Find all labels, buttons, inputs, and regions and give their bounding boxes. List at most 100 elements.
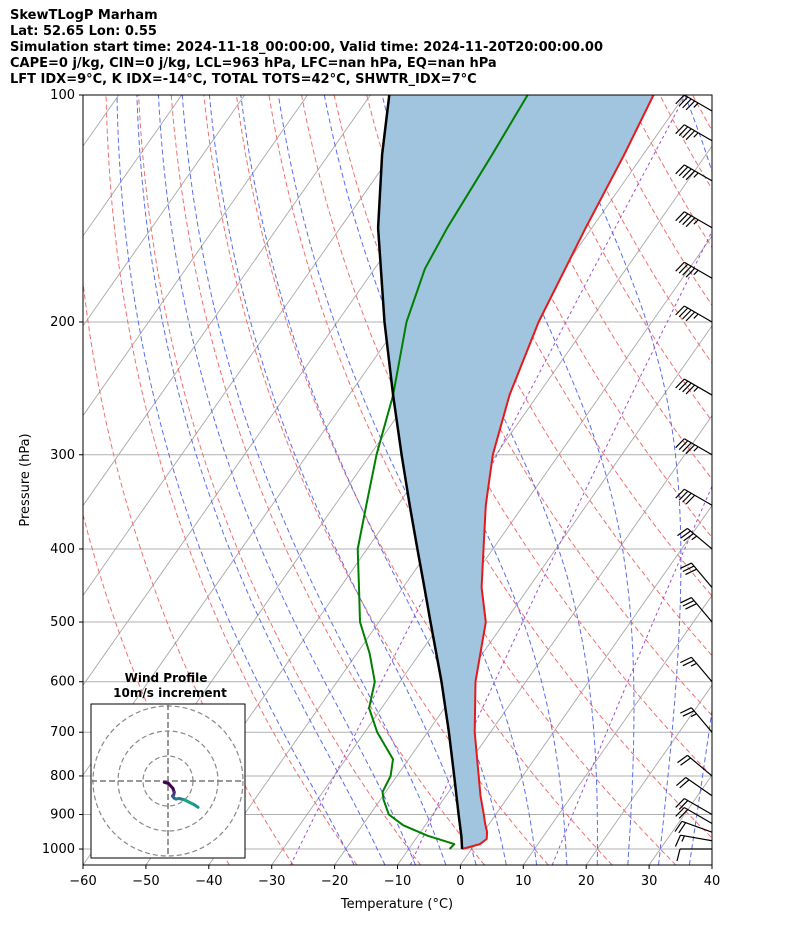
barb-feather — [674, 820, 683, 832]
barb-feather — [682, 98, 692, 109]
y-axis-label: Pressure (hPa) — [18, 433, 33, 526]
barb-feather — [675, 164, 685, 175]
y-tick-label: 1000 — [42, 842, 75, 857]
barb-feather — [685, 130, 696, 141]
barb-feather — [675, 807, 685, 817]
dry-adiabat — [398, 95, 712, 657]
wind-barb — [680, 707, 713, 733]
wind-barb — [675, 798, 713, 816]
moist-adiabat — [116, 95, 355, 865]
barb-feather — [675, 305, 685, 316]
wind-barb — [676, 848, 712, 862]
barb-feather — [680, 596, 692, 604]
isotherm — [83, 95, 183, 237]
wind-barb — [677, 527, 713, 550]
barb-feather — [685, 384, 696, 395]
x-axis-label: Temperature (°C) — [340, 897, 453, 912]
x-tick-label: −10 — [384, 874, 411, 889]
barb-feather — [685, 444, 696, 455]
hodograph-title: Wind Profile — [125, 671, 208, 685]
wind-barb — [675, 378, 713, 396]
barb-half-feather — [693, 132, 699, 138]
dry-adiabat — [83, 512, 230, 865]
barb-feather — [678, 126, 689, 137]
barb-feather — [682, 215, 692, 226]
isotherm — [585, 684, 712, 865]
wind-barb — [675, 211, 713, 229]
x-tick-label: 40 — [704, 874, 721, 889]
indices-text-2: LFT IDX=9°C, K IDX=-14°C, TOTAL TOTS=42°… — [10, 72, 477, 87]
y-tick-label: 600 — [50, 675, 75, 690]
barb-feather — [678, 440, 689, 451]
barb-feather — [685, 217, 696, 228]
isotherm — [83, 95, 434, 597]
barb-half-feather — [693, 269, 699, 276]
barb-feather — [676, 776, 687, 787]
barb-half-feather — [691, 535, 698, 541]
barb-shaft — [690, 707, 713, 733]
dry-adiabat — [626, 95, 712, 249]
wind-barb — [674, 834, 713, 847]
barb-feather — [679, 779, 690, 789]
barb-feather — [683, 533, 694, 542]
wind-barb — [675, 488, 713, 506]
wind-barb — [675, 806, 713, 825]
chart-header: SkewTLogP Marham Lat: 52.65 Lon: 0.55 Si… — [10, 8, 603, 88]
isotherm — [83, 95, 245, 327]
dry-adiabat — [790, 95, 794, 865]
barb-feather — [678, 96, 689, 107]
barb-half-feather — [693, 102, 699, 108]
barb-feather — [685, 603, 697, 610]
wind-barb — [675, 164, 713, 182]
barb-feather — [675, 211, 685, 222]
isotherm — [711, 864, 712, 865]
hodograph-rings — [91, 704, 245, 858]
barb-feather — [678, 166, 689, 177]
barb-feather — [682, 600, 695, 607]
barb-shaft — [685, 776, 713, 797]
dry-adiabat — [758, 95, 794, 865]
barb-feather — [680, 656, 692, 664]
barb-feather — [682, 565, 695, 573]
barb-feather — [675, 261, 685, 272]
barb-half-feather — [681, 835, 685, 842]
dry-adiabat — [138, 95, 422, 865]
barb-feather — [678, 307, 689, 318]
dry-adiabat — [83, 277, 294, 865]
barb-feather — [678, 809, 689, 819]
chart-title: SkewTLogP Marham — [10, 8, 158, 23]
mixing-ratio-line — [409, 230, 712, 865]
barb-feather — [677, 527, 688, 537]
barb-half-feather — [690, 713, 697, 718]
wind-barb — [676, 776, 713, 797]
dry-adiabat — [268, 95, 677, 865]
x-tick-label: 30 — [641, 874, 658, 889]
cape-cin-shading — [378, 95, 654, 849]
wind-barb — [680, 656, 713, 683]
location-text: Lat: 52.65 Lon: 0.55 — [10, 24, 157, 39]
y-tick-label: 300 — [50, 448, 75, 463]
barb-feather — [682, 265, 692, 276]
dry-adiabat — [659, 95, 712, 190]
x-tick-label: 10 — [515, 874, 532, 889]
barb-feather — [680, 757, 691, 766]
temperature-line — [461, 95, 655, 850]
isotherm — [83, 95, 371, 507]
moist-adiabat — [136, 95, 386, 865]
barb-shaft — [681, 820, 713, 833]
barb-half-feather — [693, 446, 699, 452]
x-tick-label: −50 — [132, 874, 159, 889]
barb-feather — [685, 568, 697, 576]
barb-feather — [678, 822, 687, 834]
barb-feather — [685, 170, 696, 181]
barb-feather — [675, 94, 685, 105]
barb-feather — [682, 710, 695, 717]
x-tick-label: −20 — [321, 874, 348, 889]
hodograph-inset: Wind Profile 10m/s increment — [90, 671, 246, 859]
dry-adiabat — [463, 95, 712, 539]
barb-shaft — [680, 834, 713, 842]
wind-barbs — [674, 94, 713, 862]
wind-barb — [677, 754, 713, 777]
barb-feather — [678, 490, 689, 501]
